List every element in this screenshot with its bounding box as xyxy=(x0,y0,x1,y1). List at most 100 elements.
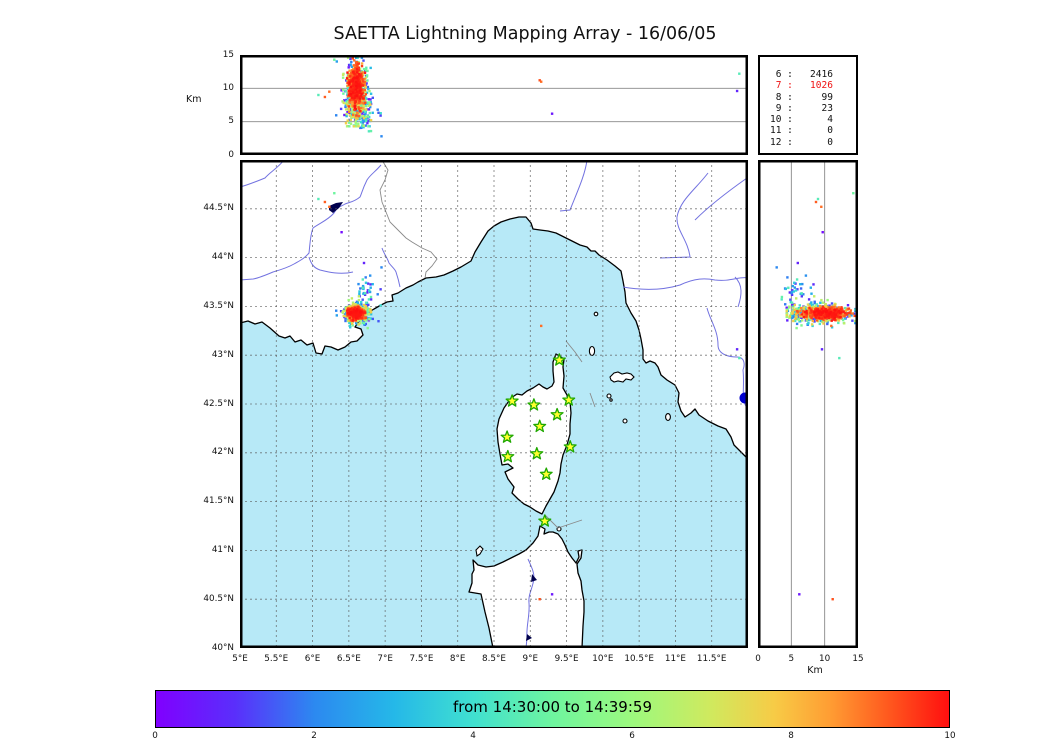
lightning-source-point xyxy=(363,318,366,322)
lightning-source-point xyxy=(354,125,357,128)
lightning-source-point xyxy=(317,197,320,201)
lightning-source-point xyxy=(348,101,351,104)
lake-omodeo xyxy=(526,634,532,641)
lightning-source-point xyxy=(363,323,366,326)
lightning-source-point xyxy=(344,122,348,125)
lightning-source-point xyxy=(833,308,837,311)
lightning-source-point xyxy=(355,313,359,316)
lightning-source-point xyxy=(349,312,353,315)
lightning-source-point xyxy=(353,102,357,105)
lightning-source-point xyxy=(791,316,794,320)
lightning-points-map xyxy=(317,192,741,601)
lightning-source-point xyxy=(346,111,349,114)
lightning-source-point xyxy=(792,319,795,323)
lightning-source-point xyxy=(832,318,835,321)
lightning-source-point xyxy=(359,319,362,322)
lightning-source-point xyxy=(830,326,834,329)
lightning-source-point xyxy=(832,305,835,309)
lightning-source-point xyxy=(824,305,828,308)
lightning-source-point xyxy=(540,324,543,328)
lightning-source-point xyxy=(362,104,365,108)
km-tick-label: 15 xyxy=(852,654,864,664)
lightning-source-point xyxy=(832,311,835,315)
lightning-source-point xyxy=(349,85,352,89)
lightning-source-point xyxy=(791,284,794,288)
lightning-source-point xyxy=(379,114,382,117)
lightning-source-point xyxy=(346,93,349,96)
lightning-source-point xyxy=(808,304,811,307)
lightning-source-point xyxy=(346,95,350,98)
lightning-source-point xyxy=(790,314,794,317)
altitude-tick-label: 0 xyxy=(228,149,234,160)
lightning-source-point xyxy=(362,318,365,322)
lightning-source-point xyxy=(365,74,369,77)
lightning-source-point xyxy=(354,118,358,121)
lightning-source-point xyxy=(363,81,366,84)
lightning-source-point xyxy=(738,356,741,360)
panel-border xyxy=(240,55,748,155)
lightning-source-point xyxy=(346,319,350,323)
lma-station-star-icon xyxy=(552,353,566,366)
lightning-source-point xyxy=(369,92,373,95)
lightning-source-point xyxy=(350,103,354,107)
lightning-source-point xyxy=(344,89,347,92)
latitude-tick-label: 44°N xyxy=(211,252,234,263)
lightning-source-point xyxy=(809,311,812,315)
lightning-source-point xyxy=(346,81,350,85)
lightning-source-point xyxy=(362,321,366,325)
lightning-source-point xyxy=(348,319,351,322)
lightning-source-point xyxy=(346,100,350,104)
lightning-source-point xyxy=(349,308,352,311)
lightning-source-point xyxy=(351,80,354,83)
lightning-source-point xyxy=(361,305,364,308)
lightning-source-point xyxy=(361,85,364,89)
lightning-source-point xyxy=(369,274,372,277)
lightning-source-point xyxy=(351,73,354,76)
colorbar-tick-label: 10 xyxy=(944,731,956,741)
lightning-source-point xyxy=(335,309,338,312)
lightning-source-point xyxy=(354,88,358,91)
lightning-source-point xyxy=(359,310,362,314)
lightning-source-point xyxy=(826,298,829,302)
lightning-source-point xyxy=(360,72,363,76)
lightning-source-point xyxy=(807,318,810,321)
lightning-source-point xyxy=(801,319,804,322)
lightning-source-point xyxy=(834,313,837,316)
lightning-source-point xyxy=(358,74,362,78)
lma-station-star-icon xyxy=(538,514,552,527)
lightning-source-point xyxy=(800,292,803,295)
lightning-source-point xyxy=(344,317,347,320)
lightning-source-point xyxy=(795,322,799,326)
lightning-source-point xyxy=(840,308,843,311)
latitude-tick-label: 43.5°N xyxy=(203,300,234,311)
lightning-source-point xyxy=(349,75,352,78)
lightning-source-point xyxy=(735,89,739,93)
lightning-source-point xyxy=(361,286,364,289)
lightning-source-point xyxy=(355,63,358,67)
island-palmaiola xyxy=(609,398,613,402)
lightning-source-point xyxy=(824,303,827,306)
lightning-source-point xyxy=(365,319,368,322)
lightning-source-point xyxy=(367,125,370,128)
lightning-source-point xyxy=(780,295,784,299)
lightning-source-point xyxy=(802,310,805,313)
lightning-source-point xyxy=(348,118,351,122)
lightning-source-point xyxy=(793,281,796,284)
page-title: SAETTA Lightning Mapping Array - 16/06/0… xyxy=(333,24,717,44)
lightning-source-point xyxy=(347,107,351,111)
lightning-source-point xyxy=(810,307,814,310)
lightning-source-point xyxy=(366,313,369,316)
lightning-source-point xyxy=(368,101,371,104)
lightning-source-point xyxy=(348,88,352,91)
lightning-source-point xyxy=(346,119,349,122)
latitude-tick-label: 42.5°N xyxy=(203,398,234,409)
lightning-source-point xyxy=(350,115,354,118)
lightning-source-point xyxy=(352,64,355,67)
lightning-source-point xyxy=(349,63,352,66)
lightning-source-point xyxy=(358,99,361,102)
lightning-source-point xyxy=(792,310,796,314)
lightning-source-point xyxy=(355,306,358,309)
lightning-source-point xyxy=(356,92,359,95)
coastline-mainland xyxy=(240,160,748,460)
lightning-source-point xyxy=(836,307,839,310)
